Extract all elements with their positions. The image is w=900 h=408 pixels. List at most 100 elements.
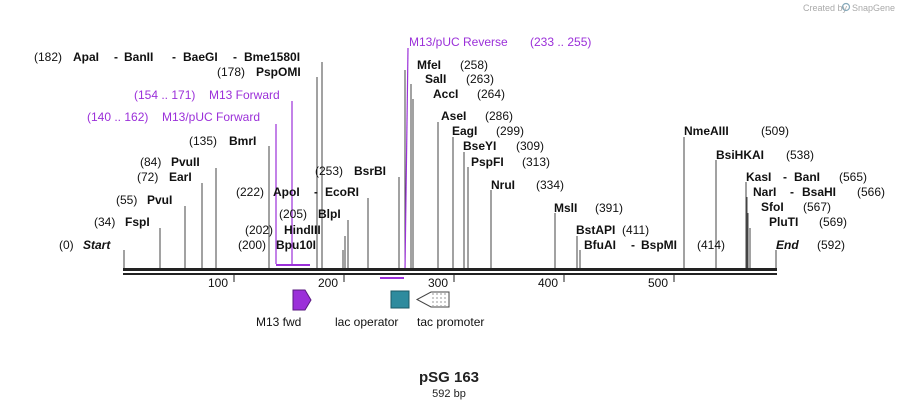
site-position: (200) xyxy=(238,238,266,252)
site-enzyme: AseI xyxy=(441,109,466,123)
site-position: (263) xyxy=(466,72,494,86)
site-enzyme: BseYI xyxy=(463,139,496,153)
site-enzyme: PspFI xyxy=(471,155,504,169)
site-separator: - xyxy=(314,185,318,199)
site-enzyme: EarI xyxy=(169,170,192,184)
primer-arrows xyxy=(276,264,404,279)
site-position: (391) xyxy=(595,201,623,215)
site-position: (178) xyxy=(217,65,245,79)
site-enzyme: MfeI xyxy=(417,58,441,72)
site-separator: - xyxy=(172,50,176,64)
primer-range: (154 .. 171) xyxy=(134,88,195,102)
site-separator: - xyxy=(233,50,237,64)
ruler-labels: 100 200 300 400 500 xyxy=(208,276,668,290)
site-position: (34) xyxy=(94,215,115,229)
site-separator: - xyxy=(114,50,118,64)
site-enzyme: PspOMI xyxy=(256,65,301,79)
end-position: (0) xyxy=(59,238,74,252)
tac-promoter-feature-arrow-icon xyxy=(415,291,450,308)
feature-label: lac operator xyxy=(335,315,398,329)
ruler-label: 400 xyxy=(538,276,558,290)
primer-name: M13 Forward xyxy=(209,88,280,102)
site-enzyme: NruI xyxy=(491,178,515,192)
site-position: (313) xyxy=(522,155,550,169)
feature-label: tac promoter xyxy=(417,315,484,329)
ruler-label: 100 xyxy=(208,276,228,290)
site-position: (286) xyxy=(485,109,513,123)
site-position: (205) xyxy=(279,207,307,221)
site-enzyme: SalI xyxy=(425,72,446,86)
site-position: (569) xyxy=(819,215,847,229)
ruler xyxy=(233,275,675,282)
site-position: (565) xyxy=(839,170,867,184)
site-enzyme: SfoI xyxy=(761,200,784,214)
end-position: (592) xyxy=(817,238,845,252)
site-enzyme: ApoI xyxy=(273,185,300,199)
primer-range: (233 .. 255) xyxy=(530,35,591,49)
site-enzyme: BspMI xyxy=(641,238,677,252)
site-enzyme: BfuAI xyxy=(584,238,616,252)
site-enzyme: PluTI xyxy=(769,215,798,229)
site-enzyme: BmrI xyxy=(229,134,256,148)
credit-brand: SnapGene xyxy=(852,3,895,13)
site-position: (55) xyxy=(116,193,137,207)
plasmid-title: pSG 163 xyxy=(419,369,479,386)
site-position: (135) xyxy=(189,134,217,148)
site-enzyme: BsiHKAI xyxy=(716,148,764,162)
site-enzyme: NmeAIII xyxy=(684,124,729,138)
site-position: (538) xyxy=(786,148,814,162)
site-enzyme: Bpu10I xyxy=(276,238,316,252)
site-enzyme: FspI xyxy=(125,215,150,229)
sequence-line xyxy=(123,268,777,275)
site-enzyme: KasI xyxy=(746,170,771,184)
feature-label: M13 fwd xyxy=(256,315,301,329)
site-enzyme: BlpI xyxy=(318,207,341,221)
site-enzyme: BstAPI xyxy=(576,223,615,237)
end-name: End xyxy=(776,238,799,252)
site-enzyme: AccI xyxy=(433,87,458,101)
site-position: (566) xyxy=(857,185,885,199)
m13-fwd-feature-arrow-icon xyxy=(292,289,312,311)
credit: Created by SnapGene xyxy=(803,2,895,13)
site-leaders xyxy=(123,62,777,270)
site-enzyme: BanII xyxy=(124,50,153,64)
site-separator: - xyxy=(631,238,635,252)
site-position: (334) xyxy=(536,178,564,192)
end-name: Start xyxy=(83,238,111,252)
site-separator: - xyxy=(783,170,787,184)
site-position: (182) xyxy=(34,50,62,64)
site-enzyme: NarI xyxy=(753,185,776,199)
site-enzyme: BsrBI xyxy=(354,164,386,178)
site-position: (222) xyxy=(236,185,264,199)
sequence-ends: (0) Start End (592) xyxy=(59,238,845,252)
site-enzyme: PvuII xyxy=(171,155,200,169)
primer-range: (140 .. 162) xyxy=(87,110,148,124)
site-enzyme: BanI xyxy=(794,170,820,184)
site-position: (202) xyxy=(245,223,273,237)
plasmid-length: 592 bp xyxy=(432,388,466,400)
site-enzyme: MslI xyxy=(554,201,577,215)
site-position: (264) xyxy=(477,87,505,101)
site-position: (84) xyxy=(140,155,161,169)
ruler-label: 200 xyxy=(318,276,338,290)
site-separator: - xyxy=(790,185,794,199)
site-position: (72) xyxy=(137,170,158,184)
site-position: (253) xyxy=(315,164,343,178)
site-enzyme: EagI xyxy=(452,124,477,138)
ruler-label: 300 xyxy=(428,276,448,290)
site-enzyme: BsaHI xyxy=(802,185,836,199)
site-enzyme: HindIII xyxy=(284,223,321,237)
primer-labels: M13/pUC Reverse (233 .. 255) M13 Forward… xyxy=(87,35,591,124)
site-position: (299) xyxy=(496,124,524,138)
site-enzyme: Bme1580I xyxy=(244,50,300,64)
site-enzyme: EcoRI xyxy=(325,185,359,199)
primer-leaders xyxy=(275,47,409,271)
lac-operator-feature-box-icon xyxy=(390,290,410,309)
site-position: (414) xyxy=(697,238,725,252)
site-position: (509) xyxy=(761,124,789,138)
site-position: (258) xyxy=(460,58,488,72)
site-labels: (182) ApaI - BanII - BaeGI - Bme1580I (1… xyxy=(34,50,885,252)
snapgene-logo-icon xyxy=(841,2,851,12)
credit-text: Created by xyxy=(803,3,848,13)
